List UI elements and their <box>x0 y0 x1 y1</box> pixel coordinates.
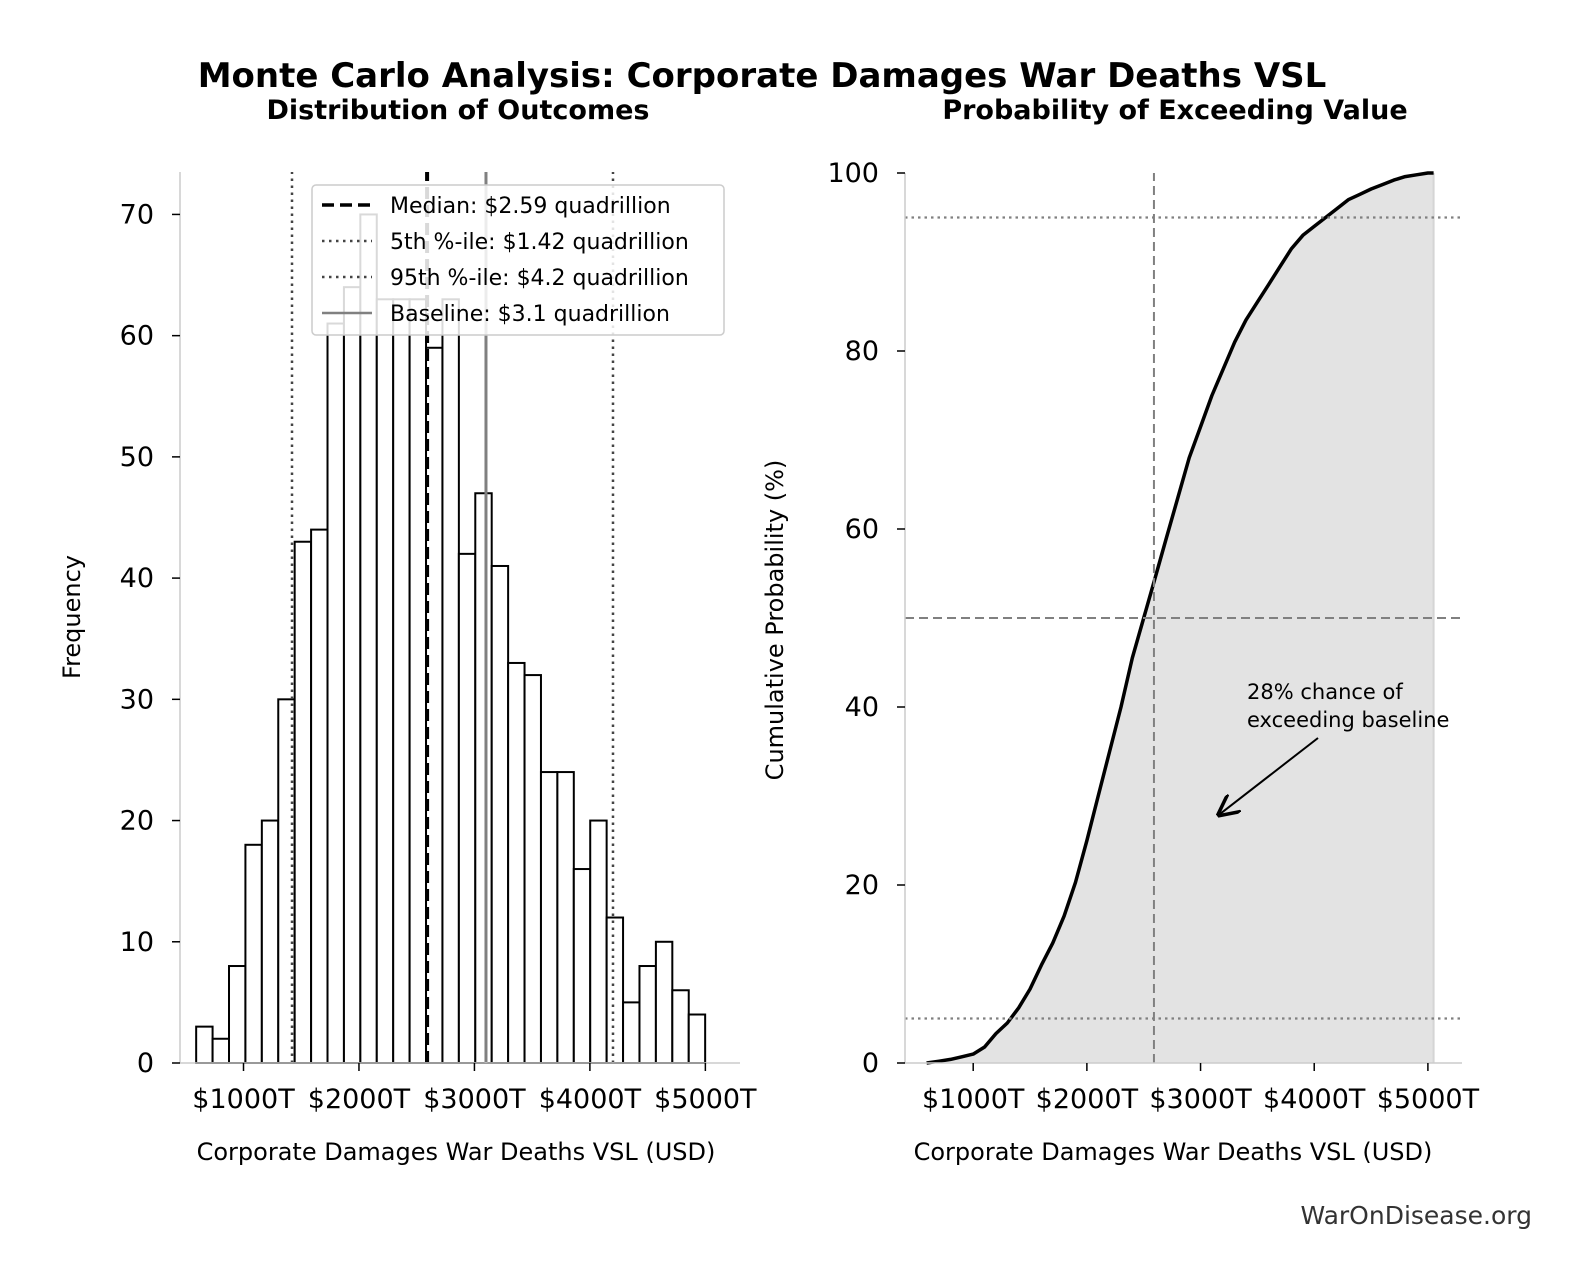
histogram-bar <box>523 674 542 1064</box>
legend-baseline-label: Baseline: $3.1 quadrillion <box>390 302 670 327</box>
histogram-bar <box>342 286 362 1064</box>
histogram-panel: Distribution of Outcomes $1000T $2000T $30… <box>58 95 757 1166</box>
y-tick-label: 0 <box>862 1048 879 1079</box>
cdf-axes: $1000T $2000T $3000T $4000T $5000T 0 20 40 60 80 1… <box>827 158 1479 1115</box>
y-tick-label: 0 <box>137 1048 154 1079</box>
histogram-bar <box>211 1037 231 1065</box>
histogram-bar <box>408 298 428 1064</box>
histogram-bar <box>228 965 247 1064</box>
x-tick-label: $3000T <box>1149 1084 1252 1115</box>
cdf-y-axis-label: Cumulative Probability (%) <box>761 460 789 781</box>
annotation-arrow <box>1219 737 1319 815</box>
histogram-title: Distribution of Outcomes <box>267 95 650 126</box>
x-tick-label: $3000T <box>423 1084 526 1115</box>
histogram-bar <box>474 492 493 1065</box>
x-tick-label: $2000T <box>308 1084 411 1115</box>
histogram-bar <box>605 916 625 1065</box>
legend-p95-label: 95th %-ile: $4.2 quadrillion <box>390 266 689 291</box>
histogram-bar <box>572 868 592 1065</box>
legend-frame <box>311 184 725 336</box>
x-tick-label: $4000T <box>539 1084 642 1115</box>
annotation-line-2: exceeding baseline <box>1247 708 1449 732</box>
histogram-bar <box>589 819 608 1064</box>
y-tick-label: 40 <box>845 692 879 723</box>
histogram-bar <box>260 819 280 1064</box>
histogram-bar <box>457 552 477 1064</box>
histogram-y-axis-label: Frequency <box>58 555 86 679</box>
histogram-bar <box>310 528 329 1064</box>
y-tick-label: 70 <box>120 199 154 230</box>
histogram-bar <box>375 298 395 1064</box>
y-tick-label: 20 <box>120 806 154 837</box>
legend-median-label: Median: $2.59 quadrillion <box>390 194 671 219</box>
histogram-bar <box>556 771 575 1064</box>
histogram-bar <box>441 298 460 1064</box>
histogram-bars <box>195 213 707 1065</box>
legend-p5-label: 5th %-ile: $1.42 quadrillion <box>390 230 689 255</box>
histogram-bar <box>507 661 526 1064</box>
histogram-bar <box>244 843 263 1064</box>
y-tick-label: 80 <box>845 336 879 367</box>
x-tick-label: $4000T <box>1263 1084 1366 1115</box>
y-tick-label: 50 <box>120 442 154 473</box>
x-tick-label: $5000T <box>1377 1084 1480 1115</box>
y-tick-label: 30 <box>120 684 154 715</box>
histogram-axes: $1000T $2000T $3000T $4000T $5000T 0 10 20 30 40 5… <box>120 172 757 1115</box>
histogram-bar <box>654 940 674 1064</box>
histogram-bar <box>392 298 411 1064</box>
histogram-bar <box>539 771 559 1064</box>
cdf-fill <box>926 173 1434 1063</box>
cdf-x-axis-label: Corporate Damages War Deaths VSL (USD) <box>914 1138 1433 1166</box>
y-tick-label: 60 <box>120 321 154 352</box>
x-tick-label: $1000T <box>192 1084 295 1115</box>
cdf-panel: Probability of Exceeding Value $1000T $20… <box>761 95 1480 1166</box>
histogram-bar <box>687 1013 707 1064</box>
histogram-bar <box>326 322 345 1064</box>
annotation-line-1: 28% chance of <box>1247 680 1403 704</box>
figure-title: Monte Carlo Analysis: Corporate Damages … <box>198 56 1327 96</box>
histogram-bar <box>195 1025 214 1065</box>
x-tick-label: $1000T <box>922 1084 1025 1115</box>
y-tick-label: 10 <box>120 927 154 958</box>
y-tick-label: 20 <box>845 870 879 901</box>
cdf-curve <box>926 171 1434 1065</box>
cdf-reference-lines <box>905 173 1462 1063</box>
histogram-bar <box>490 564 510 1065</box>
histogram-bar <box>638 965 657 1064</box>
histogram-bar <box>425 346 444 1064</box>
histogram-legend: Median: $2.59 quadrillion 5th %-ile: $1.… <box>311 184 725 336</box>
y-tick-label: 60 <box>845 514 879 545</box>
histogram-x-axis-label: Corporate Damages War Deaths VSL (USD) <box>197 1138 716 1166</box>
x-tick-label: $5000T <box>654 1084 757 1115</box>
y-tick-label: 100 <box>827 158 879 189</box>
y-tick-label: 40 <box>120 563 154 594</box>
x-tick-label: $2000T <box>1036 1084 1139 1115</box>
cdf-title: Probability of Exceeding Value <box>942 95 1407 126</box>
footer-watermark: WarOnDisease.org <box>1300 1201 1532 1230</box>
histogram-bar <box>359 213 378 1064</box>
histogram-bar <box>622 1001 641 1064</box>
histogram-bar <box>293 540 313 1064</box>
histogram-bar <box>671 989 690 1065</box>
cdf-area <box>926 171 1435 1065</box>
